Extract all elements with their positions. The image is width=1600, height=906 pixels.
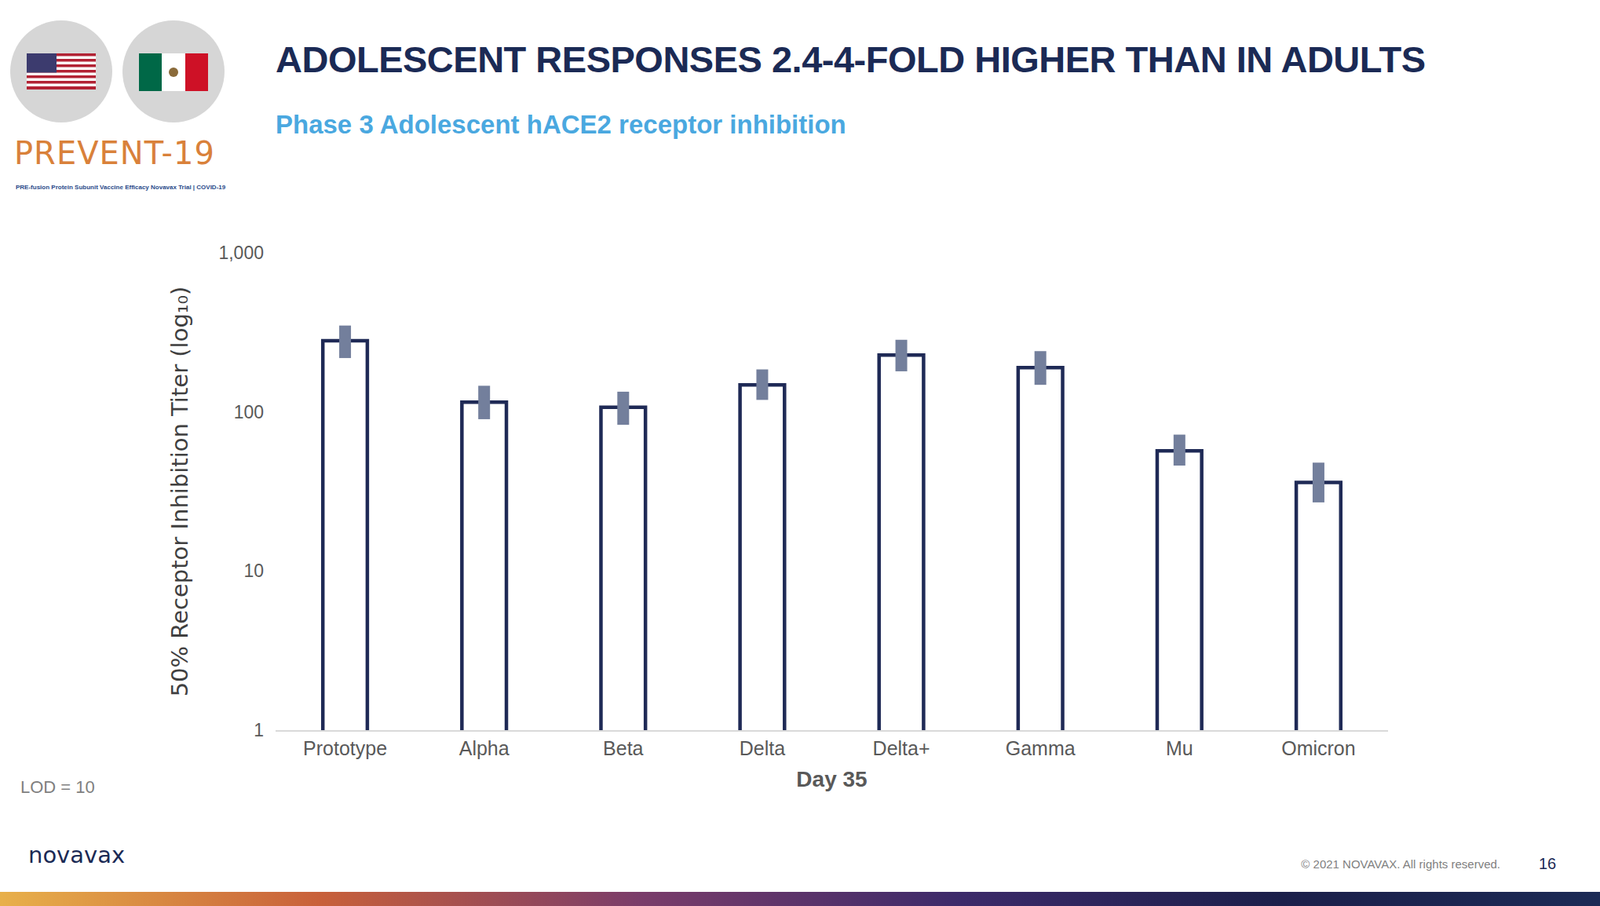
html-text:LOD = 10: LOD = 10 <box>20 777 95 797</box>
svg-text:Day 35: Day 35 <box>796 767 867 792</box>
svg-text:Omicron: Omicron <box>1281 737 1356 760</box>
svg-text:Gamma: Gamma <box>1005 737 1076 760</box>
html-text:© 2021 NOVAVAX. All rights res: © 2021 NOVAVAX. All rights reserved. <box>1301 857 1501 871</box>
html-text:PRE-fusion Protein Subunit Vac: PRE-fusion Protein Subunit Vaccine Effic… <box>15 183 226 191</box>
svg-text:Alpha: Alpha <box>459 737 510 760</box>
html-text:novavax: novavax <box>28 841 125 869</box>
svg-text:10: 10 <box>243 560 264 581</box>
svg-text:Delta: Delta <box>739 737 786 760</box>
svg-text:1,000: 1,000 <box>218 242 264 264</box>
svg-text:50% Receptor Inhibition Titer: 50% Receptor Inhibition Titer (log₁₀) <box>166 286 194 698</box>
html-text:16: 16 <box>1538 854 1557 873</box>
svg-text:Prototype: Prototype <box>303 737 388 760</box>
html-text:Phase 3 Adolescent hACE2 recep: Phase 3 Adolescent hACE2 receptor inhibi… <box>275 109 847 139</box>
svg-text:1: 1 <box>253 719 264 741</box>
svg-text:Delta+: Delta+ <box>873 737 931 760</box>
html-text:PREVENT-19: PREVENT-19 <box>14 135 215 172</box>
svg-text:Beta: Beta <box>602 737 644 760</box>
svg-text:Mu: Mu <box>1165 737 1194 760</box>
html-text:ADOLESCENT RESPONSES 2.4-4-FOL: ADOLESCENT RESPONSES 2.4-4-FOLD HIGHER T… <box>275 38 1426 81</box>
svg-text:100: 100 <box>233 401 264 423</box>
